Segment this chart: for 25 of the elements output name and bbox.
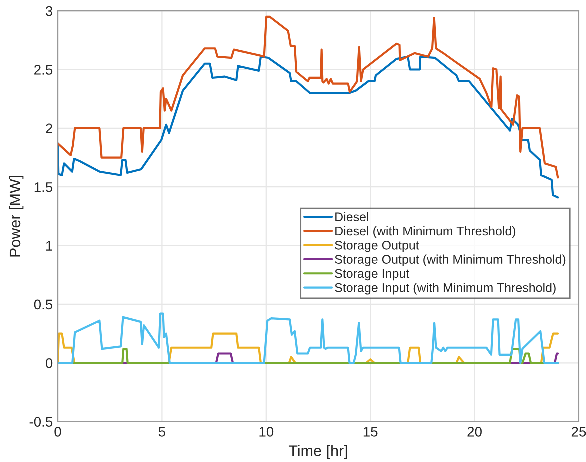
y-tick-label: 0 bbox=[46, 358, 53, 368]
legend-label: Storage Output bbox=[335, 240, 420, 252]
legend-label: Diesel (with Minimum Threshold) bbox=[336, 226, 516, 238]
y-axis-title: Power [MW] bbox=[9, 176, 24, 257]
y-tick-label: 1 bbox=[46, 241, 52, 251]
legend-label: Storage Output (with Minimum Threshold) bbox=[335, 254, 566, 266]
x-axis-title: Time [hr] bbox=[288, 445, 348, 460]
line-series bbox=[58, 56, 560, 199]
legend-label: Storage Input (with Minimum Threshold) bbox=[335, 283, 556, 295]
x-tick-label: 0 bbox=[54, 427, 62, 437]
legend-label: Diesel bbox=[336, 212, 368, 222]
line-series bbox=[58, 16, 560, 179]
x-tick-label: 5 bbox=[158, 427, 166, 437]
y-tick-label: 3 bbox=[46, 6, 53, 16]
legend-label: Storage Input bbox=[335, 269, 410, 281]
y-tick-label: 2 bbox=[46, 124, 52, 134]
x-tick-label: 10 bbox=[260, 427, 274, 437]
y-tick-label: 2.5 bbox=[34, 65, 53, 75]
y-tick-label: 1.5 bbox=[34, 182, 53, 192]
x-tick-label: 25 bbox=[572, 427, 586, 437]
x-tick-label: 15 bbox=[364, 427, 378, 437]
y-tick-label: 0.5 bbox=[34, 300, 53, 310]
y-tick-label: -0.5 bbox=[30, 417, 53, 427]
x-tick-label: 20 bbox=[468, 427, 482, 437]
line-series bbox=[58, 312, 560, 364]
